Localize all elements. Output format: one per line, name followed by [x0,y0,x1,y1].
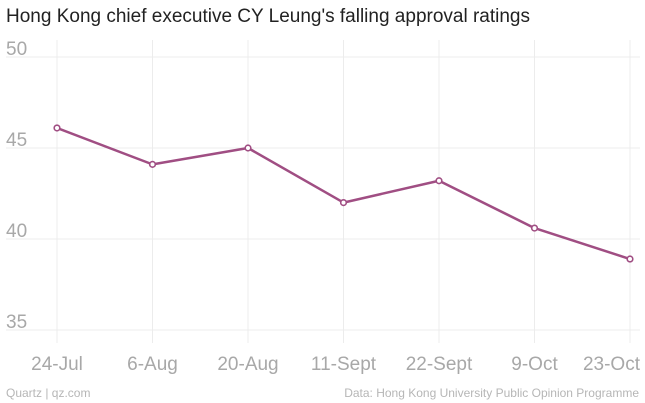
y-tick-label: 40 [6,221,27,242]
grid-lines [6,40,640,343]
chart-title: Hong Kong chief executive CY Leung's fal… [6,6,530,27]
data-point [435,177,443,185]
y-tick-label: 45 [6,130,27,151]
x-tick-label: 24-Jul [31,354,83,375]
x-tick-label: 23-Oct [583,354,641,375]
y-tick-label: 50 [6,39,27,60]
x-tick-label: 20-Aug [217,354,278,375]
y-tick-label: 35 [6,312,27,333]
x-tick-label: 22-Sept [406,354,473,375]
data-point [530,224,539,232]
x-tick-label: 6-Aug [127,354,178,375]
data-point [339,199,348,207]
x-tick-label: 9-Oct [511,354,558,375]
source-credit: Quartz | qz.com [6,386,91,400]
data-source-note: Data: Hong Kong University Public Opinio… [344,386,639,400]
line-chart: 50 45 40 35 24-Jul 6-Aug 20-Aug 11-Sept 22-Sept… [6,39,641,375]
data-point [626,255,634,263]
data-point [53,124,61,132]
x-axis-tick-labels: 24-Jul 6-Aug 20-Aug 11-Sept 22-Sept 9-Oct 23-O… [31,354,641,375]
y-axis-tick-labels: 50 45 40 35 [6,39,27,333]
series [53,124,634,263]
data-point [148,160,157,168]
data-point [244,144,252,152]
x-tick-label: 11-Sept [311,354,377,375]
